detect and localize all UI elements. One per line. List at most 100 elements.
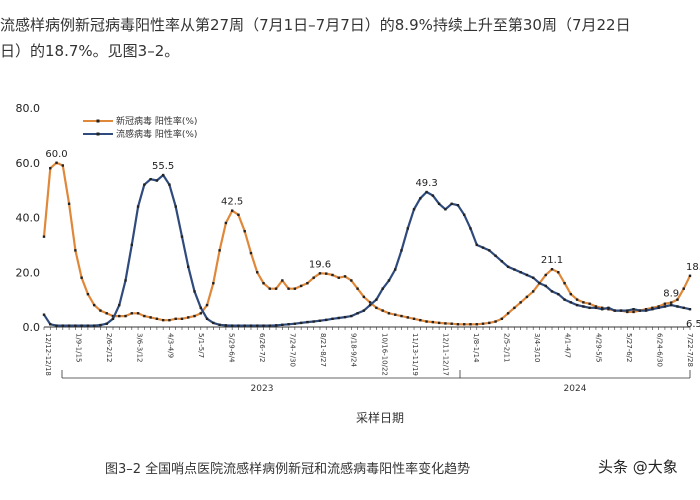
- data-point: [412, 317, 416, 320]
- data-point: [180, 235, 184, 238]
- data-point: [669, 301, 673, 304]
- data-point: [657, 305, 660, 308]
- y-tick-label: 80.0: [16, 102, 41, 115]
- watermark: 头条 @大象: [598, 458, 678, 476]
- data-point: [368, 303, 372, 307]
- data-point: [237, 324, 240, 327]
- data-point: [136, 205, 140, 208]
- data-point: [607, 306, 610, 310]
- data-point: [149, 177, 152, 181]
- data-point: [356, 287, 359, 290]
- data-label: 8.9: [663, 289, 679, 300]
- x-tick-label: 6/24-6/30: [655, 333, 663, 367]
- data-point: [343, 315, 347, 319]
- data-label: 18.7: [686, 262, 700, 273]
- data-point: [525, 295, 529, 299]
- data-point: [249, 324, 253, 327]
- data-point: [205, 303, 209, 307]
- data-point: [519, 271, 522, 274]
- data-point: [218, 323, 221, 327]
- data-point: [532, 276, 535, 279]
- data-point: [488, 249, 491, 252]
- data-point: [651, 306, 654, 310]
- data-point: [274, 324, 278, 327]
- data-point: [588, 302, 591, 305]
- data-point: [49, 167, 52, 170]
- x-tick-label: 4/29-5/5: [594, 333, 602, 363]
- data-point: [444, 208, 447, 211]
- data-point: [469, 227, 472, 230]
- data-point: [61, 164, 65, 167]
- data-point: [155, 317, 159, 320]
- data-point: [588, 306, 591, 310]
- y-tick-label: 40.0: [16, 212, 41, 225]
- data-point: [688, 308, 692, 311]
- data-point: [249, 251, 253, 255]
- data-point: [356, 312, 359, 315]
- data-point: [644, 309, 648, 312]
- data-point: [111, 314, 115, 318]
- data-point: [136, 312, 140, 315]
- data-point: [299, 284, 303, 288]
- data-point: [293, 287, 297, 290]
- data-point: [626, 310, 629, 314]
- data-point: [375, 298, 378, 301]
- data-point: [394, 313, 397, 316]
- data-point: [74, 249, 77, 252]
- series-line-1: [43, 174, 691, 327]
- data-point: [669, 303, 673, 307]
- data-point: [582, 301, 585, 304]
- data-point: [513, 268, 516, 271]
- data-point: [193, 314, 196, 318]
- data-point: [663, 302, 667, 305]
- data-point: [657, 306, 660, 310]
- data-point: [124, 279, 127, 282]
- data-point: [437, 321, 441, 325]
- data-label: 55.5: [152, 161, 174, 172]
- data-point: [387, 279, 391, 282]
- data-point: [481, 322, 485, 325]
- data-point: [161, 173, 165, 177]
- data-point: [400, 314, 403, 318]
- data-point: [187, 265, 190, 268]
- data-point: [143, 183, 146, 186]
- x-tick-label: 5/27-6/2: [625, 333, 633, 363]
- data-point: [205, 317, 209, 320]
- data-point: [350, 314, 353, 318]
- data-label: 49.3: [415, 178, 437, 189]
- data-point: [80, 276, 83, 279]
- data-label: 60.0: [45, 149, 67, 160]
- data-point: [212, 282, 215, 285]
- data-point: [412, 208, 416, 211]
- data-point: [99, 323, 102, 327]
- x-tick-label: 6/26-7/2: [258, 333, 266, 363]
- data-point: [419, 318, 422, 322]
- data-point: [500, 260, 504, 263]
- data-point: [243, 324, 246, 327]
- data-point: [513, 306, 516, 310]
- data-point: [506, 312, 510, 315]
- x-tick-label: 1/8-1/14: [472, 333, 480, 363]
- data-point: [463, 323, 466, 326]
- data-point: [168, 318, 171, 322]
- data-point: [463, 213, 466, 216]
- data-point: [86, 324, 90, 327]
- data-point: [55, 324, 58, 327]
- data-point: [494, 254, 497, 258]
- data-point: [174, 317, 177, 320]
- data-point: [575, 298, 579, 301]
- data-point: [582, 305, 585, 308]
- data-point: [368, 301, 372, 304]
- data-point: [124, 314, 127, 318]
- data-point: [325, 318, 328, 322]
- data-point: [343, 275, 347, 278]
- data-point: [557, 271, 560, 274]
- data-point: [212, 321, 215, 325]
- data-point: [381, 287, 384, 290]
- data-point: [193, 290, 196, 293]
- data-point: [475, 323, 478, 326]
- x-tick-label: 3/4-3/10: [533, 333, 541, 363]
- data-point: [281, 323, 284, 327]
- year-label: 2023: [251, 384, 274, 394]
- data-point: [676, 305, 679, 308]
